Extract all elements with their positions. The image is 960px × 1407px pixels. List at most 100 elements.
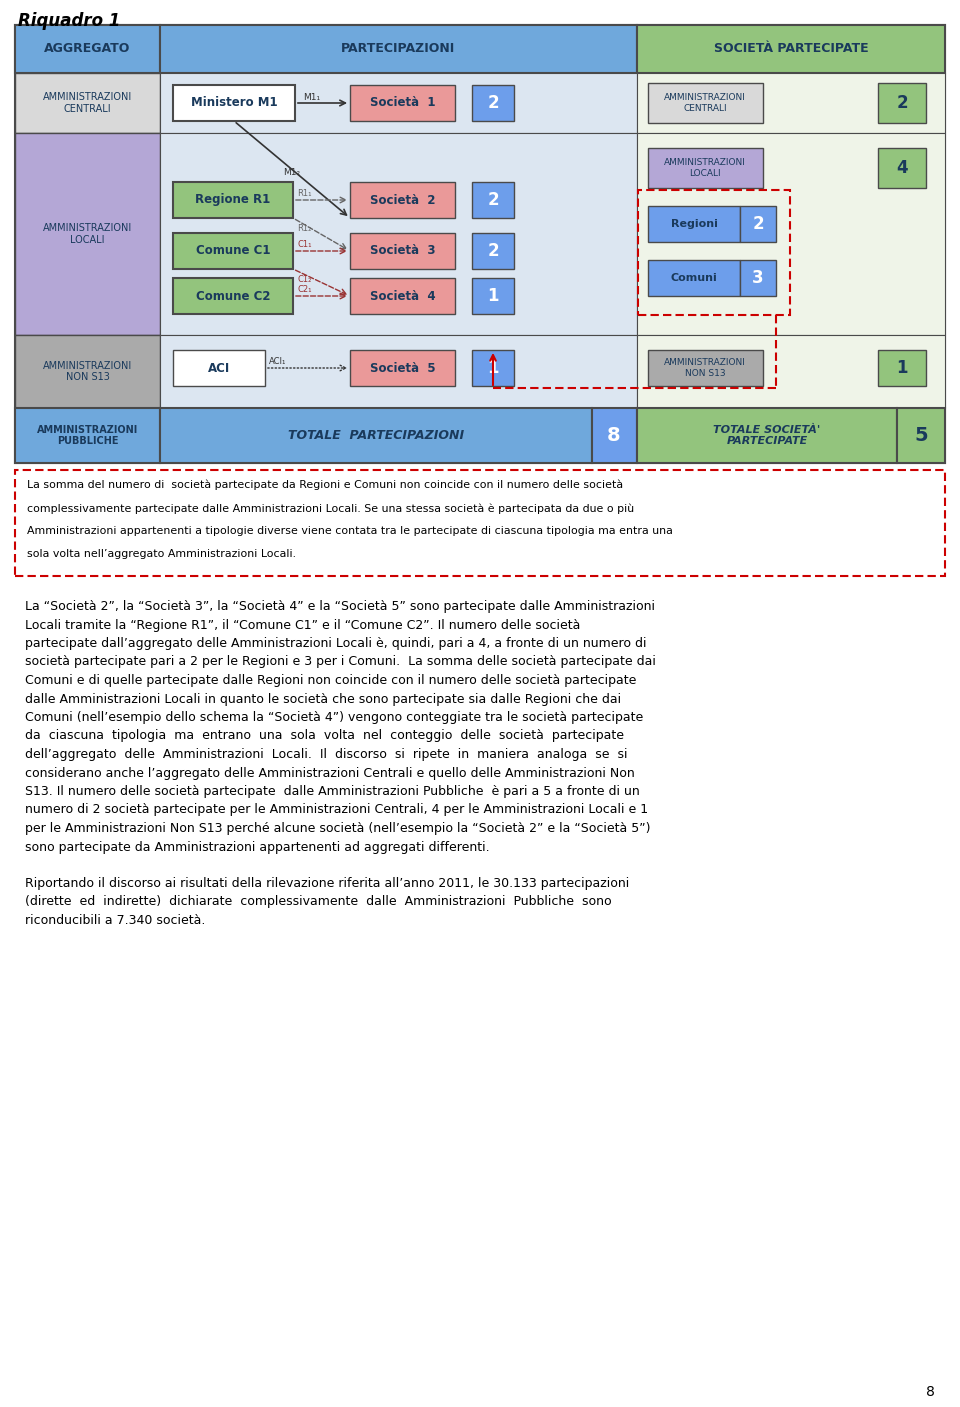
Text: Società  5: Società 5 <box>370 362 435 374</box>
Text: 5: 5 <box>914 426 927 445</box>
Text: 8: 8 <box>925 1384 934 1399</box>
Text: da  ciascuna  tipologia  ma  entrano  una  sola  volta  nel  conteggio  delle  s: da ciascuna tipologia ma entrano una sol… <box>25 729 624 743</box>
Text: TOTALE  PARTECIPAZIONI: TOTALE PARTECIPAZIONI <box>288 429 464 442</box>
Text: Riportando il discorso ai risultati della rilevazione riferita all’anno 2011, le: Riportando il discorso ai risultati dell… <box>25 877 629 891</box>
Text: Società  2: Società 2 <box>370 194 435 207</box>
Text: La somma del numero di  società partecipate da Regioni e Comuni non coincide con: La somma del numero di società partecipa… <box>27 480 623 491</box>
Text: ACI: ACI <box>208 362 230 374</box>
Bar <box>173 234 293 269</box>
Bar <box>350 350 455 386</box>
Text: Comune C1: Comune C1 <box>196 245 271 257</box>
Text: 2: 2 <box>753 215 764 234</box>
Text: sono partecipate da Amministrazioni appartenenti ad aggregati differenti.: sono partecipate da Amministrazioni appa… <box>25 840 490 854</box>
Bar <box>637 408 897 463</box>
Text: 8: 8 <box>607 426 621 445</box>
Bar <box>350 234 455 269</box>
Text: AMMINISTRAZIONI
NON S13: AMMINISTRAZIONI NON S13 <box>664 359 746 377</box>
Bar <box>15 335 160 408</box>
Bar <box>637 335 945 408</box>
Bar <box>897 408 945 463</box>
Text: partecipate dall’aggregato delle Amministrazioni Locali è, quindi, pari a 4, a f: partecipate dall’aggregato delle Amminis… <box>25 637 646 650</box>
Text: C1₁: C1₁ <box>297 241 311 249</box>
Text: Società  4: Società 4 <box>370 290 435 303</box>
Bar <box>878 148 926 189</box>
Text: 2: 2 <box>487 94 499 113</box>
Text: SOCIETÀ PARTECIPATE: SOCIETÀ PARTECIPATE <box>713 42 868 55</box>
Bar <box>15 25 945 463</box>
Text: Società  3: Società 3 <box>370 245 435 257</box>
Text: TOTALE SOCIETÀ'
PARTECIPATE: TOTALE SOCIETÀ' PARTECIPATE <box>713 425 821 446</box>
Bar <box>173 279 293 314</box>
Text: AMMINISTRAZIONI
NON S13: AMMINISTRAZIONI NON S13 <box>43 360 132 383</box>
Text: M1₁: M1₁ <box>303 93 320 101</box>
Bar <box>472 350 514 386</box>
Text: Società  1: Società 1 <box>370 97 435 110</box>
Bar <box>648 83 763 122</box>
Bar <box>472 279 514 314</box>
Text: Comuni: Comuni <box>671 273 717 283</box>
Bar <box>592 408 637 463</box>
Bar <box>160 335 637 408</box>
Text: 3: 3 <box>753 269 764 287</box>
Text: AGGREGATO: AGGREGATO <box>44 42 131 55</box>
Bar <box>350 84 455 121</box>
Bar <box>740 205 776 242</box>
Text: 1: 1 <box>897 359 908 377</box>
Text: società partecipate pari a 2 per le Regioni e 3 per i Comuni.  La somma delle so: società partecipate pari a 2 per le Regi… <box>25 656 656 668</box>
Text: S13. Il numero delle società partecipate  dalle Amministrazioni Pubbliche  è par: S13. Il numero delle società partecipate… <box>25 785 639 798</box>
Text: per le Amministrazioni Non S13 perché alcune società (nell’esempio la “Società 2: per le Amministrazioni Non S13 perché al… <box>25 822 651 834</box>
Text: R1₂: R1₂ <box>297 224 311 234</box>
Text: AMMINISTRAZIONI
CENTRALI: AMMINISTRAZIONI CENTRALI <box>664 93 746 113</box>
Bar <box>638 190 790 315</box>
Text: C2₁: C2₁ <box>297 286 311 294</box>
Bar <box>15 134 160 335</box>
Bar <box>15 470 945 575</box>
Bar <box>648 260 740 295</box>
Text: sola volta nell’aggregato Amministrazioni Locali.: sola volta nell’aggregato Amministrazion… <box>27 549 296 559</box>
Text: considerano anche l’aggregato delle Amministrazioni Centrali e quello delle Ammi: considerano anche l’aggregato delle Ammi… <box>25 767 635 779</box>
Text: AMMINISTRAZIONI
PUBBLICHE: AMMINISTRAZIONI PUBBLICHE <box>36 425 138 446</box>
Text: AMMINISTRAZIONI
CENTRALI: AMMINISTRAZIONI CENTRALI <box>43 93 132 114</box>
Text: Regioni: Regioni <box>671 219 717 229</box>
Bar <box>350 182 455 218</box>
Text: M1₂: M1₂ <box>283 167 300 177</box>
Bar <box>173 182 293 218</box>
Bar <box>878 350 926 386</box>
Bar <box>637 134 945 335</box>
Bar <box>648 205 740 242</box>
Text: 2: 2 <box>487 242 499 260</box>
Text: Locali tramite la “Regione R1”, il “Comune C1” e il “Comune C2”. Il numero delle: Locali tramite la “Regione R1”, il “Comu… <box>25 619 581 632</box>
Text: AMMINISTRAZIONI
LOCALI: AMMINISTRAZIONI LOCALI <box>664 159 746 177</box>
Text: ACI₁: ACI₁ <box>269 357 286 366</box>
Bar <box>173 84 295 121</box>
Text: La “Società 2”, la “Società 3”, la “Società 4” e la “Società 5” sono partecipate: La “Società 2”, la “Società 3”, la “Soci… <box>25 599 655 613</box>
Text: numero di 2 società partecipate per le Amministrazioni Centrali, 4 per le Ammini: numero di 2 società partecipate per le A… <box>25 803 648 816</box>
Text: dalle Amministrazioni Locali in quanto le società che sono partecipate sia dalle: dalle Amministrazioni Locali in quanto l… <box>25 692 621 705</box>
Bar <box>160 408 592 463</box>
Text: 1: 1 <box>488 359 499 377</box>
Bar <box>648 148 763 189</box>
Bar <box>15 25 160 73</box>
Text: 2: 2 <box>897 94 908 113</box>
Bar <box>160 134 637 335</box>
Text: AMMINISTRAZIONI
LOCALI: AMMINISTRAZIONI LOCALI <box>43 224 132 245</box>
Bar <box>472 84 514 121</box>
Text: Amministrazioni appartenenti a tipologie diverse viene contata tra le partecipat: Amministrazioni appartenenti a tipologie… <box>27 526 673 536</box>
Bar <box>15 73 160 134</box>
Text: Riquadro 1: Riquadro 1 <box>18 13 120 30</box>
Bar <box>878 83 926 122</box>
Text: 1: 1 <box>488 287 499 305</box>
Text: PARTECIPAZIONI: PARTECIPAZIONI <box>342 42 456 55</box>
Text: Comune C2: Comune C2 <box>196 290 271 303</box>
Text: Ministero M1: Ministero M1 <box>191 97 277 110</box>
Bar <box>637 73 945 134</box>
Text: Comuni e di quelle partecipate dalle Regioni non coincide con il numero delle so: Comuni e di quelle partecipate dalle Reg… <box>25 674 636 687</box>
Text: complessivamente partecipate dalle Amministrazioni Locali. Se una stessa società: complessivamente partecipate dalle Ammin… <box>27 502 635 514</box>
Text: 4: 4 <box>897 159 908 177</box>
Text: Regione R1: Regione R1 <box>196 194 271 207</box>
Text: dell’aggregato  delle  Amministrazioni  Locali.  Il  discorso  si  ripete  in  m: dell’aggregato delle Amministrazioni Loc… <box>25 749 628 761</box>
Text: C1₂: C1₂ <box>297 274 311 284</box>
Text: riconducibili a 7.340 società.: riconducibili a 7.340 società. <box>25 915 205 927</box>
Bar <box>648 350 763 386</box>
Bar <box>472 182 514 218</box>
